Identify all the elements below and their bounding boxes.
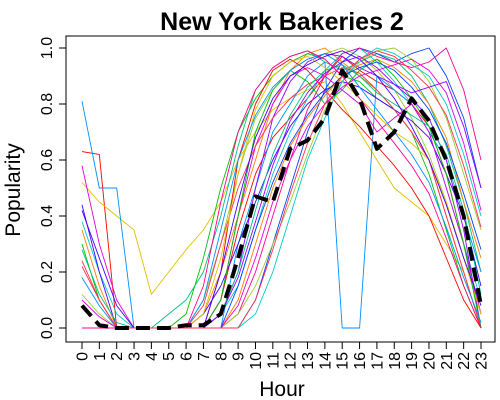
series-line-16 [82, 55, 482, 329]
mean-series-line [80, 68, 483, 330]
plot-frame [65, 35, 496, 343]
series-line-4 [81, 53, 482, 329]
series-line-10 [82, 53, 482, 329]
series-line-11 [81, 67, 482, 329]
y-tick-label-0: 0.0 [39, 317, 56, 339]
x-tick-label-4: 4 [144, 352, 161, 361]
x-tick-label-8: 8 [213, 352, 230, 361]
x-tick-label-22: 22 [456, 352, 473, 370]
series-line-2 [81, 81, 482, 329]
series-line-22 [82, 61, 482, 329]
x-axis-label: Hour [259, 378, 305, 400]
x-tick-label-11: 11 [265, 352, 282, 369]
x-tick-label-10: 10 [248, 352, 265, 370]
y-axis: 0.0 0.2 0.4 0.6 0.8 1.0 [39, 37, 66, 339]
x-tick-label-16: 16 [352, 352, 369, 370]
y-axis-label: Popularity [2, 143, 25, 237]
x-tick-label-1: 1 [92, 352, 109, 361]
x-tick-label-5: 5 [161, 352, 178, 361]
x-tick-label-3: 3 [127, 352, 144, 361]
x-tick-label-18: 18 [387, 352, 404, 370]
y-tick-label-3: 0.6 [39, 149, 56, 171]
x-tick-label-13: 13 [300, 352, 317, 370]
x-tick-label-12: 12 [283, 352, 300, 370]
x-tick-label-20: 20 [422, 352, 439, 370]
mean-layer [80, 68, 483, 330]
x-tick-label-7: 7 [196, 352, 213, 361]
x-tick-label-17: 17 [369, 352, 386, 370]
x-tick-label-9: 9 [231, 352, 248, 361]
series-line-0 [81, 55, 482, 329]
x-tick-label-19: 19 [404, 352, 421, 370]
x-tick-label-15: 15 [335, 352, 352, 370]
x-axis: 0 1 2 3 4 5 6 7 8 9 10 11 12 13 14 15 16 17 18 19 20 21 22 23 [75, 342, 491, 370]
x-tick-label-21: 21 [439, 352, 456, 370]
x-tick-label-14: 14 [317, 352, 334, 370]
x-tick-label-2: 2 [109, 352, 126, 361]
x-tick-label-23: 23 [474, 352, 491, 370]
series-line-7 [81, 61, 482, 329]
series-line-13 [81, 67, 482, 329]
y-tick-label-5: 1.0 [39, 37, 56, 59]
x-tick-label-6: 6 [179, 352, 196, 361]
series-layer [81, 47, 482, 329]
chart-title: New York Bakeries 2 [160, 8, 404, 36]
series-line-24 [82, 55, 482, 329]
x-tick-label-0: 0 [75, 352, 92, 361]
y-tick-label-2: 0.4 [39, 205, 56, 227]
y-tick-label-4: 0.8 [39, 93, 56, 115]
y-tick-label-1: 0.2 [39, 261, 56, 283]
series-line-21 [81, 53, 482, 329]
